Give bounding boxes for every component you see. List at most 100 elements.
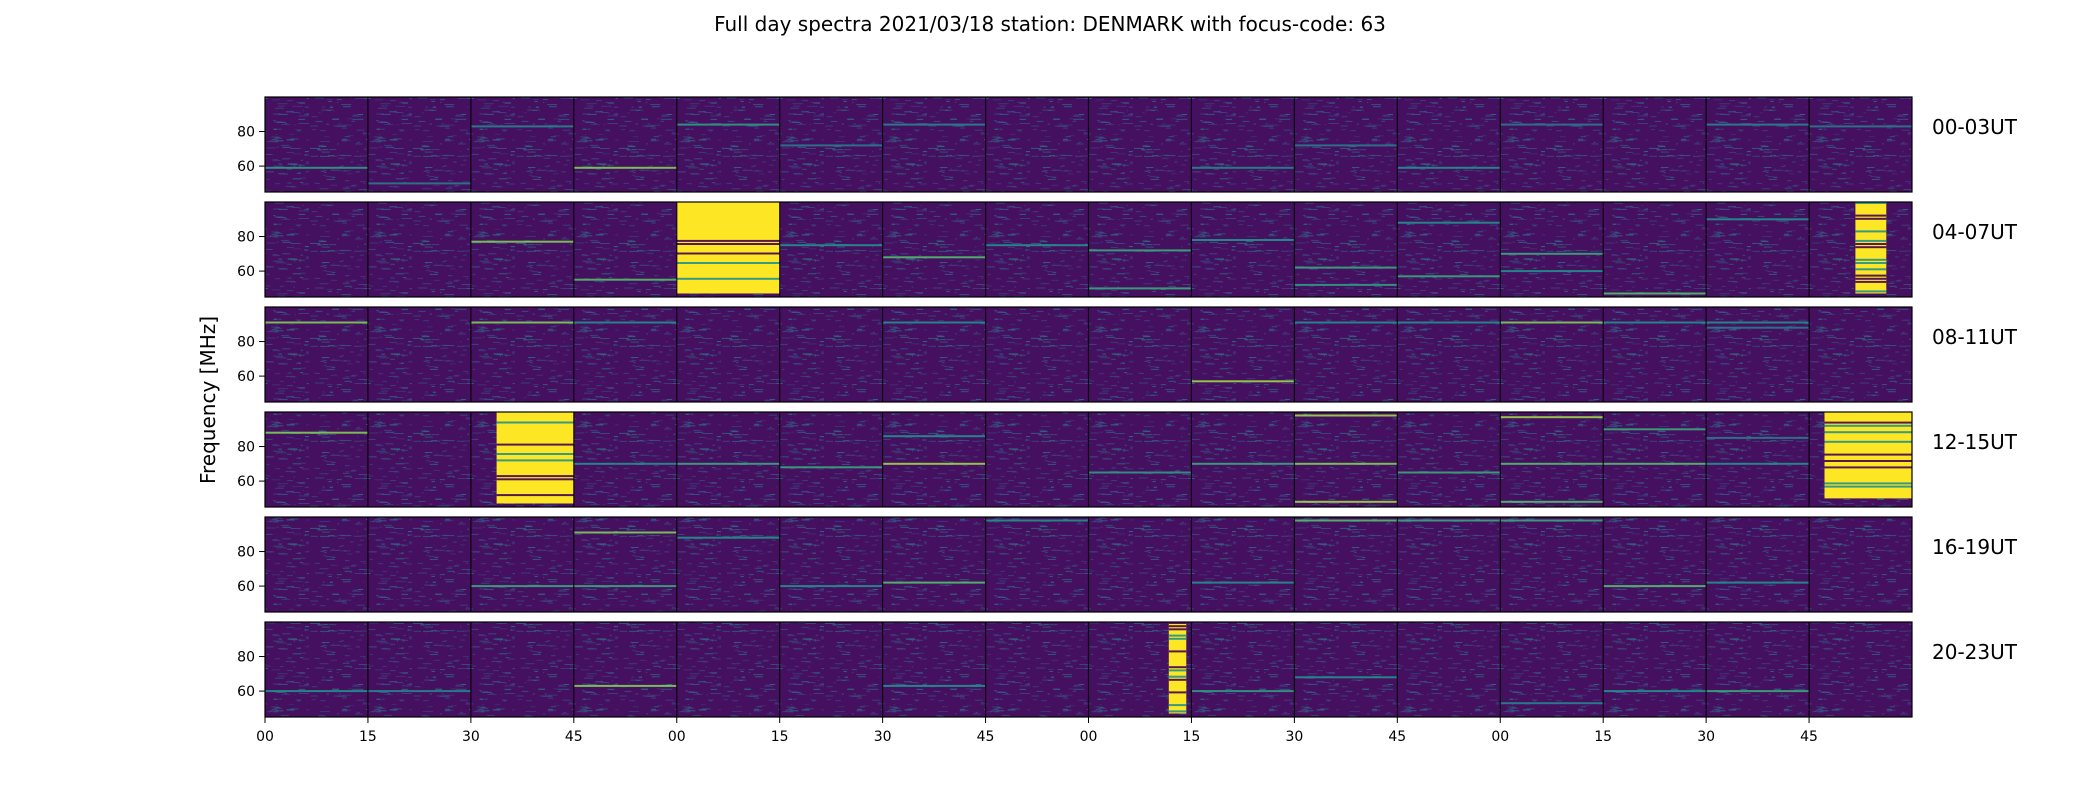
rfi-line (1191, 690, 1295, 693)
rfi-line (573, 462, 677, 465)
rfi-line (882, 462, 986, 465)
panel-frame (264, 516, 1913, 613)
rfi-line (1397, 221, 1501, 224)
rfi-line (1191, 462, 1295, 465)
row-label: 12-15UT (1932, 430, 2018, 454)
panel-frame (264, 306, 1913, 403)
panel-frame (264, 201, 1913, 298)
rfi-line (1603, 462, 1707, 465)
burst-event (676, 202, 780, 294)
x-tick-label: 15 (1594, 729, 1612, 745)
x-tick-label: 30 (874, 729, 892, 745)
x-tick-label: 30 (1285, 729, 1303, 745)
x-tick-label: 30 (462, 729, 480, 745)
rfi-line (470, 240, 574, 243)
row-label: 20-23UT (1932, 640, 2018, 664)
rfi-line (1397, 166, 1501, 169)
spectra-panels: 60 80 00-03UT 60 80 04-07UT 60 80 08-11UT 60 80 12-… (237, 96, 2018, 718)
row-label: 16-19UT (1932, 535, 2018, 559)
x-tick-label: 45 (1388, 729, 1406, 745)
rfi-line (470, 585, 574, 588)
x-tick-label: 00 (1080, 729, 1098, 745)
rfi-line (1294, 500, 1398, 503)
rfi-line (1500, 500, 1604, 503)
rfi-line (1603, 428, 1707, 431)
x-tick-label: 00 (1491, 729, 1509, 745)
burst-event (1855, 202, 1887, 294)
rfi-line (1088, 287, 1192, 290)
y-tick-label: 60 (237, 474, 255, 490)
burst-event (496, 412, 574, 504)
x-tick-label: 00 (256, 729, 274, 745)
rfi-line (1191, 239, 1295, 241)
rfi-line (1294, 144, 1398, 147)
chart-title: Full day spectra 2021/03/18 station: DEN… (714, 12, 1386, 36)
rfi-line (779, 466, 883, 469)
rfi-line (985, 244, 1089, 247)
row-label: 04-07UT (1932, 220, 2018, 244)
rfi-line (1294, 321, 1398, 324)
rfi-line (779, 244, 883, 247)
rfi-line (573, 531, 677, 534)
y-tick-label: 80 (237, 545, 255, 561)
panel-20-23UT: 60 80 20-23UT (237, 621, 2018, 718)
rfi-line (1706, 326, 1809, 329)
rfi-line (1500, 123, 1604, 126)
x-tick-label: 30 (1697, 729, 1715, 745)
rfi-line (573, 585, 677, 588)
rfi-line (1706, 581, 1809, 584)
rfi-line (1294, 676, 1398, 679)
panel-16-19UT: 60 80 16-19UT (237, 516, 2018, 613)
panel-04-07UT: 60 80 04-07UT (237, 201, 2018, 298)
panel-08-11UT: 60 80 08-11UT (237, 306, 2018, 403)
rfi-line (573, 166, 677, 169)
rfi-line (882, 684, 986, 687)
y-tick-label: 60 (237, 369, 255, 385)
rfi-line (265, 431, 368, 434)
rfi-line (1191, 380, 1295, 383)
rfi-line (1500, 321, 1604, 324)
rfi-line (1500, 702, 1604, 705)
x-axis-ticks: 00 15 30 45 00 15 30 45 00 15 30 45 00 15 30 45 (256, 717, 1818, 745)
rfi-line (985, 519, 1089, 522)
panel-frame (264, 96, 1913, 193)
y-tick-label: 60 (237, 159, 255, 175)
rfi-line (573, 278, 677, 281)
rfi-line (1500, 416, 1604, 419)
y-axis-label: Frequency [MHz] (196, 316, 220, 484)
x-tick-label: 15 (1183, 729, 1201, 745)
rfi-line (1088, 249, 1192, 252)
rfi-line (1191, 581, 1295, 584)
x-tick-label: 15 (359, 729, 377, 745)
panel-frame (264, 411, 1913, 508)
panel-12-15UT: 60 80 12-15UT (237, 411, 2018, 508)
x-tick-label: 15 (771, 729, 789, 745)
rfi-line (1603, 292, 1707, 295)
rfi-line (367, 182, 471, 185)
rfi-line (470, 321, 574, 324)
rfi-line (882, 321, 986, 324)
rfi-line (1397, 275, 1501, 278)
y-tick-label: 80 (237, 440, 255, 456)
x-tick-label: 45 (977, 729, 995, 745)
y-tick-label: 60 (237, 579, 255, 595)
rfi-line (1809, 125, 1912, 128)
rfi-line (1294, 266, 1398, 269)
rfi-line (1603, 321, 1707, 324)
panel-00-03UT: 60 80 00-03UT (237, 96, 2018, 193)
rfi-line (573, 321, 677, 324)
rfi-line (1603, 585, 1707, 588)
rfi-line (1706, 123, 1809, 126)
y-tick-label: 80 (237, 335, 255, 351)
rfi-line (882, 123, 986, 126)
rfi-line (1706, 321, 1809, 324)
rfi-line (265, 321, 368, 324)
rfi-line (882, 581, 986, 584)
x-tick-label: 00 (668, 729, 686, 745)
rfi-line (1294, 414, 1398, 417)
x-tick-label: 45 (1800, 729, 1818, 745)
y-tick-label: 80 (237, 650, 255, 666)
rfi-line (882, 256, 986, 259)
rfi-line (779, 585, 883, 588)
